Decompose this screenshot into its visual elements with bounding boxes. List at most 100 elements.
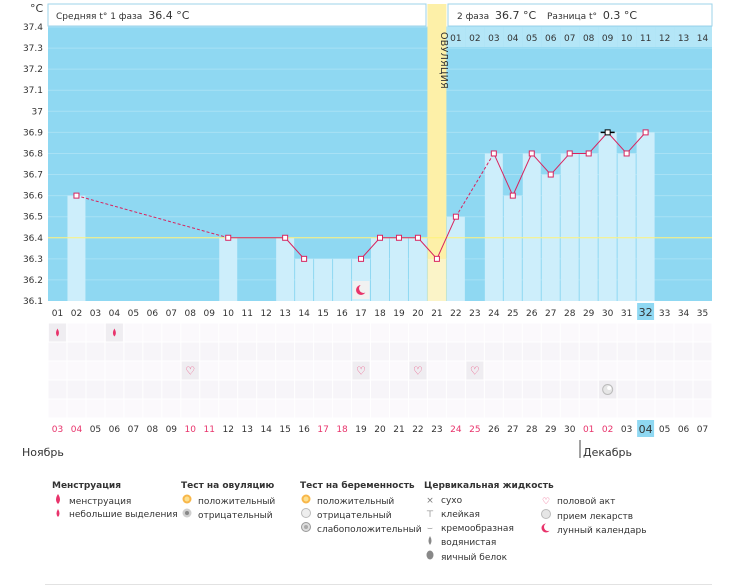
- symptom-cell: [67, 323, 86, 342]
- symptom-cell: [389, 323, 408, 342]
- cycle-day-label: 07: [166, 309, 177, 319]
- temperature-line-segment: [417, 237, 438, 260]
- data-point: [623, 150, 630, 157]
- icon-backdrop: [466, 361, 484, 380]
- y-tick-label: 37.4: [23, 23, 43, 33]
- symptom-cell: [200, 380, 219, 399]
- luteal-day-cell: [484, 27, 504, 47]
- symptom-cell: [484, 361, 503, 380]
- symptom-cell: [674, 399, 693, 418]
- intercourse-icon: ♡: [466, 361, 484, 380]
- symptom-cell: [484, 380, 503, 399]
- symptom-cell: [389, 380, 408, 399]
- legend-item: положительный: [300, 494, 422, 508]
- symptom-cell: [484, 399, 503, 418]
- temperature-bar: [522, 153, 541, 301]
- data-point: [73, 192, 80, 199]
- spotting-icon: [105, 323, 123, 342]
- cycle-day-label: 34: [678, 309, 690, 319]
- symptom-cell: [238, 361, 257, 380]
- y-tick-label: 36.9: [23, 128, 43, 138]
- symptom-cell: [598, 399, 617, 418]
- cycle-day-label: 12: [260, 309, 271, 319]
- symptom-cell: [333, 323, 352, 342]
- symptom-cell: [598, 323, 617, 342]
- calendar-date-label: 09: [166, 425, 178, 435]
- y-tick-label: 37.1: [23, 86, 43, 96]
- luteal-day-label: 12: [659, 34, 670, 44]
- symptom-cell: [105, 361, 124, 380]
- symptom-cell: [389, 342, 408, 361]
- cycle-day-label: 35: [697, 309, 708, 319]
- temperature-line-segment: [512, 153, 533, 196]
- legend-other: ♡ половой акт прием лекарств лунный кален…: [540, 495, 647, 537]
- data-point: [377, 234, 383, 241]
- intercourse-icon: ♡: [181, 361, 199, 380]
- symptom-cell: [484, 342, 503, 361]
- symptom-cell: [484, 323, 503, 342]
- symptom-cell: [693, 380, 712, 399]
- temperature-bar: [371, 237, 389, 301]
- y-tick-label: 37.2: [23, 65, 43, 75]
- symptom-cell: [427, 361, 446, 380]
- symptom-cell: [371, 399, 389, 418]
- symptom-cell: [238, 342, 257, 361]
- symptom-cell: [389, 361, 408, 380]
- symptom-cell: [181, 342, 200, 361]
- symptom-cell: [257, 361, 276, 380]
- legend-item: ⊤ клейкая: [424, 508, 554, 522]
- symptom-cell: [655, 380, 674, 399]
- luteal-day-label: 01: [450, 34, 461, 44]
- symptom-cell: [408, 380, 427, 399]
- luteal-day-label: 09: [602, 34, 614, 44]
- luteal-day-cell: [541, 27, 561, 47]
- symptom-cell: [67, 399, 86, 418]
- cycle-day-label: 13: [279, 309, 290, 319]
- data-point: [490, 150, 497, 157]
- symptom-cell: [333, 342, 352, 361]
- legend-item: лунный календарь: [540, 523, 647, 537]
- medication-icon: [540, 509, 552, 524]
- symptom-cell: [522, 399, 541, 418]
- luteal-day-cell: [560, 27, 580, 47]
- symptom-cell: [276, 342, 295, 361]
- cycle-day-label: 15: [317, 309, 328, 319]
- symptom-cell: [541, 361, 560, 380]
- temperature-line-segment-dashed: [76, 195, 229, 239]
- symptom-cell: [276, 399, 295, 418]
- svg-text:Разница t° 0.3 °C: Разница t° 0.3 °C: [547, 9, 637, 22]
- symptom-cell: [162, 323, 181, 342]
- y-tick-label: 36.8: [23, 149, 43, 159]
- cycle-day-label: 17: [355, 309, 366, 319]
- symptom-cell: [389, 399, 408, 418]
- symptom-cell: [86, 342, 105, 361]
- legend-item: × сухо: [424, 494, 554, 508]
- symptom-cell: [598, 361, 617, 380]
- luteal-day-cell: [522, 27, 542, 47]
- symptom-cell: [522, 380, 541, 399]
- cycle-day-label: 08: [185, 309, 197, 319]
- legend-bottom-rule: [45, 584, 712, 585]
- symptom-cell: [465, 323, 484, 342]
- cycle-day-label: 32: [639, 306, 653, 319]
- calendar-date-label: 03: [621, 425, 632, 435]
- data-point: [414, 234, 421, 241]
- symptom-cell: [67, 380, 86, 399]
- symptom-cell: [181, 380, 200, 399]
- symptom-cell: [295, 342, 314, 361]
- calendar-date-label: 12: [223, 425, 234, 435]
- cycle-day-label: 10: [223, 309, 235, 319]
- temperature-bar: [579, 153, 598, 301]
- temperature-bar: [636, 132, 655, 301]
- calendar-date-label: 10: [185, 425, 197, 435]
- symptom-cell: [674, 323, 693, 342]
- data-point: [604, 129, 611, 136]
- luteal-day-cell: [446, 27, 466, 47]
- symptom-cell: [617, 323, 636, 342]
- legend-item: слабоположительный: [300, 522, 422, 536]
- symptom-cell: [352, 342, 371, 361]
- symptom-cell: [579, 361, 598, 380]
- symptom-cell: [143, 342, 162, 361]
- symptom-cell: [238, 399, 257, 418]
- temperature-bar: [503, 195, 522, 301]
